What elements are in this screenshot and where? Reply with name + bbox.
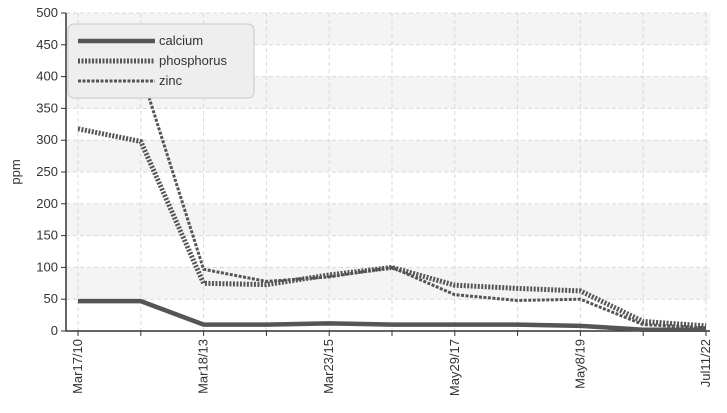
y-tick-label: 150 [36, 228, 58, 243]
series-line-zinc [77, 68, 707, 330]
y-tick-label: 400 [36, 69, 58, 84]
y-tick-label: 50 [44, 291, 58, 306]
series-line-calcium [78, 298, 706, 332]
y-tick-label: 450 [36, 37, 58, 52]
y-axis-title: ppm [8, 159, 23, 184]
x-tick-label: May29/17 [447, 339, 462, 396]
y-tick-label: 300 [36, 132, 58, 147]
x-tick-label: Mar23/15 [321, 339, 336, 394]
y-tick-label: 100 [36, 259, 58, 274]
y-tick-label: 250 [36, 164, 58, 179]
y-tick-labels: 0 50 100 150 200 250 300 350 400 450 500 [36, 5, 58, 338]
legend: calcium phosphorus zinc [67, 23, 255, 99]
x-tick-labels: Mar17/10 Mar18/13 Mar23/15 May29/17 May8/19 J… [70, 339, 713, 396]
y-tick-label: 0 [51, 323, 58, 338]
y-tick-label: 200 [36, 196, 58, 211]
legend-label-zinc: zinc [159, 73, 183, 88]
x-tick-label: Mar17/10 [70, 339, 85, 394]
x-tick-label: May8/19 [572, 339, 587, 389]
plot-band [66, 267, 710, 300]
axes [61, 12, 710, 336]
plot-band [66, 140, 710, 172]
plot-band [66, 203, 710, 236]
x-tick-label: Mar18/13 [196, 339, 211, 394]
legend-label-calcium: calcium [159, 33, 203, 48]
series-lines [77, 68, 707, 332]
y-tick-label: 350 [36, 100, 58, 115]
series-line-phosphorus [77, 126, 707, 329]
legend-label-phosphorus: phosphorus [159, 53, 227, 68]
y-tick-label: 500 [36, 5, 58, 20]
x-tick-label: Jul11/22 [698, 339, 713, 387]
